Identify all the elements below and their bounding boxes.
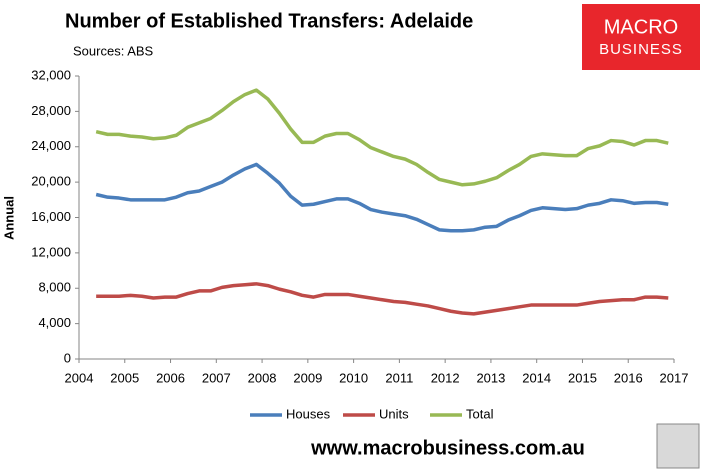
logo-line: MACRO	[604, 16, 678, 38]
series-line	[96, 282, 669, 316]
x-tick-label: 2004	[65, 370, 94, 385]
x-tick-label: 2005	[110, 370, 139, 385]
chart-subtitle: Sources: ABS	[73, 43, 154, 58]
x-tick-label: 2014	[522, 370, 551, 385]
y-tick-label: 24,000	[31, 138, 71, 153]
footer: www.macrobusiness.com.au	[310, 437, 585, 459]
x-tick-label: 2012	[431, 370, 460, 385]
x-tick-label: 2015	[568, 370, 597, 385]
chart-title: Number of Established Transfers: Adelaid…	[65, 10, 473, 32]
x-tick-label: 2013	[476, 370, 505, 385]
x-tick-label: 2009	[293, 370, 322, 385]
legend-label: Units	[379, 406, 409, 421]
x-tick-label: 2017	[660, 370, 689, 385]
series-line	[95, 162, 669, 233]
y-axis-label: Annual	[1, 196, 16, 240]
y-tick-label: 28,000	[31, 103, 71, 118]
x-tick-label: 2016	[614, 370, 643, 385]
x-tick-label: 2008	[248, 370, 277, 385]
logo-box	[582, 4, 700, 70]
y-tick-label: 20,000	[31, 174, 71, 189]
x-tick-label: 2010	[339, 370, 368, 385]
legend-label: Houses	[286, 406, 331, 421]
y-tick-label: 32,000	[31, 67, 71, 82]
x-tick-label: 2011	[385, 370, 413, 385]
x-tick-label: 2007	[202, 370, 231, 385]
y-tick-label: 4,000	[38, 315, 71, 330]
x-tick-label: 2006	[156, 370, 185, 385]
legend-label: Total	[466, 406, 494, 421]
y-tick-label: 8,000	[38, 280, 71, 295]
series-line	[95, 88, 669, 187]
y-tick-label: 0	[64, 350, 71, 365]
logo-line: BUSINESS	[599, 41, 683, 58]
y-tick-label: 12,000	[31, 244, 71, 259]
y-tick-label: 16,000	[31, 209, 71, 224]
logo-icon	[656, 423, 700, 469]
